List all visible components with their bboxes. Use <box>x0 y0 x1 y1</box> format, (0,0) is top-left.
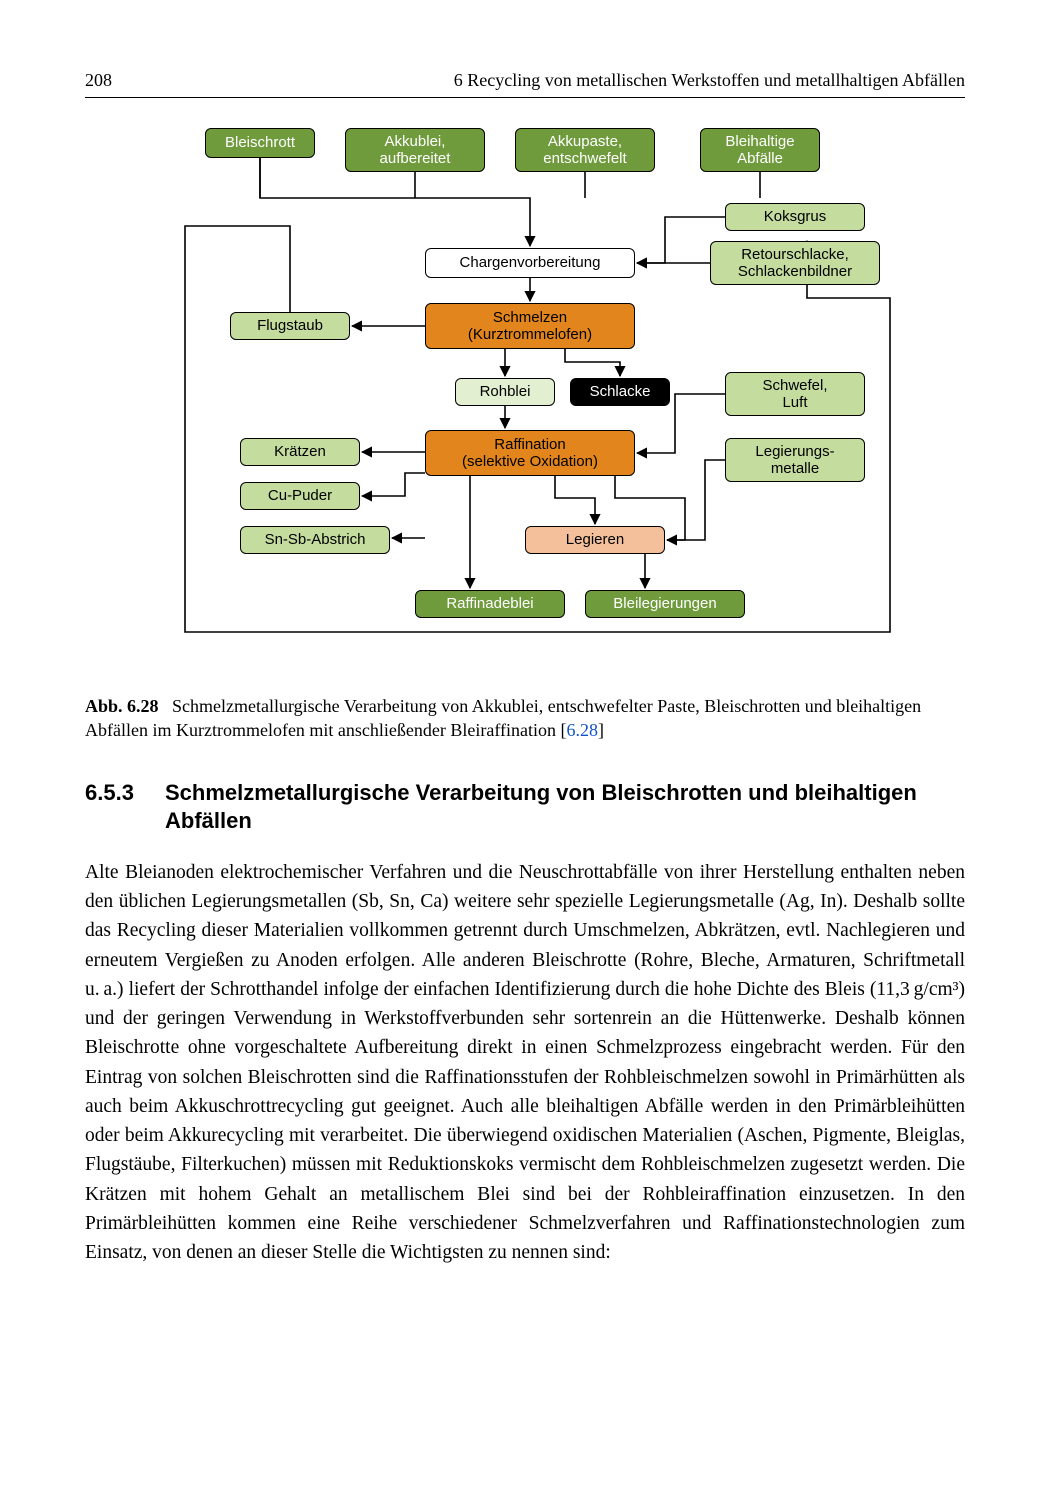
caption-after: ] <box>598 720 604 740</box>
node-legierungsm: Legierungs-metalle <box>725 438 865 482</box>
node-legieren: Legieren <box>525 526 665 554</box>
flowchart: Bleischrott Akkublei,aufbereitet Akkupaste… <box>145 128 905 668</box>
body-paragraph: Alte Bleianoden elektrochemischer Verfah… <box>85 858 965 1268</box>
node-chargen: Chargenvorbereitung <box>425 248 635 278</box>
page-number: 208 <box>85 70 112 91</box>
node-retourschlacke: Retourschlacke,Schlackenbildner <box>710 241 880 285</box>
node-schwefel: Schwefel,Luft <box>725 372 865 416</box>
node-kraetzen: Krätzen <box>240 438 360 466</box>
caption-label: Abb. 6.28 <box>85 696 159 716</box>
caption-reference[interactable]: 6.28 <box>567 720 599 740</box>
node-akkublei: Akkublei,aufbereitet <box>345 128 485 172</box>
node-rohblei: Rohblei <box>455 378 555 406</box>
edge <box>555 476 595 524</box>
running-head: 208 6 Recycling von metallischen Werksto… <box>85 70 965 98</box>
node-schlacke: Schlacke <box>570 378 670 406</box>
node-raffination: Raffination(selektive Oxidation) <box>425 430 635 476</box>
node-bleihaltige: BleihaltigeAbfälle <box>700 128 820 172</box>
node-bleischrott: Bleischrott <box>205 128 315 158</box>
caption-text: Schmelzmetallurgische Verarbeitung von A… <box>85 696 921 740</box>
edge <box>565 349 620 376</box>
node-akkupaste: Akkupaste,entschwefelt <box>515 128 655 172</box>
edge <box>667 460 725 540</box>
node-raffinadeblei: Raffinadeblei <box>415 590 565 618</box>
edge <box>362 473 425 496</box>
node-flugstaub: Flugstaub <box>230 312 350 340</box>
section-number: 6.5.3 <box>85 779 165 836</box>
section-heading: 6.5.3 Schmelzmetallurgische Verarbeitung… <box>85 779 965 836</box>
page: 208 6 Recycling von metallischen Werksto… <box>0 0 1050 1500</box>
edge <box>185 226 890 632</box>
node-koksgrus: Koksgrus <box>725 203 865 231</box>
figure-caption: Abb. 6.28 Schmelzmetallurgische Verarbei… <box>85 694 965 743</box>
chapter-title: 6 Recycling von metallischen Werkstoffen… <box>454 70 965 91</box>
node-bleilegier: Bleilegierungen <box>585 590 745 618</box>
node-snsb: Sn-Sb-Abstrich <box>240 526 390 554</box>
section-title: Schmelzmetallurgische Verarbeitung von B… <box>165 779 965 836</box>
node-schmelzen: Schmelzen(Kurztrommelofen) <box>425 303 635 349</box>
node-cupuder: Cu-Puder <box>240 482 360 510</box>
